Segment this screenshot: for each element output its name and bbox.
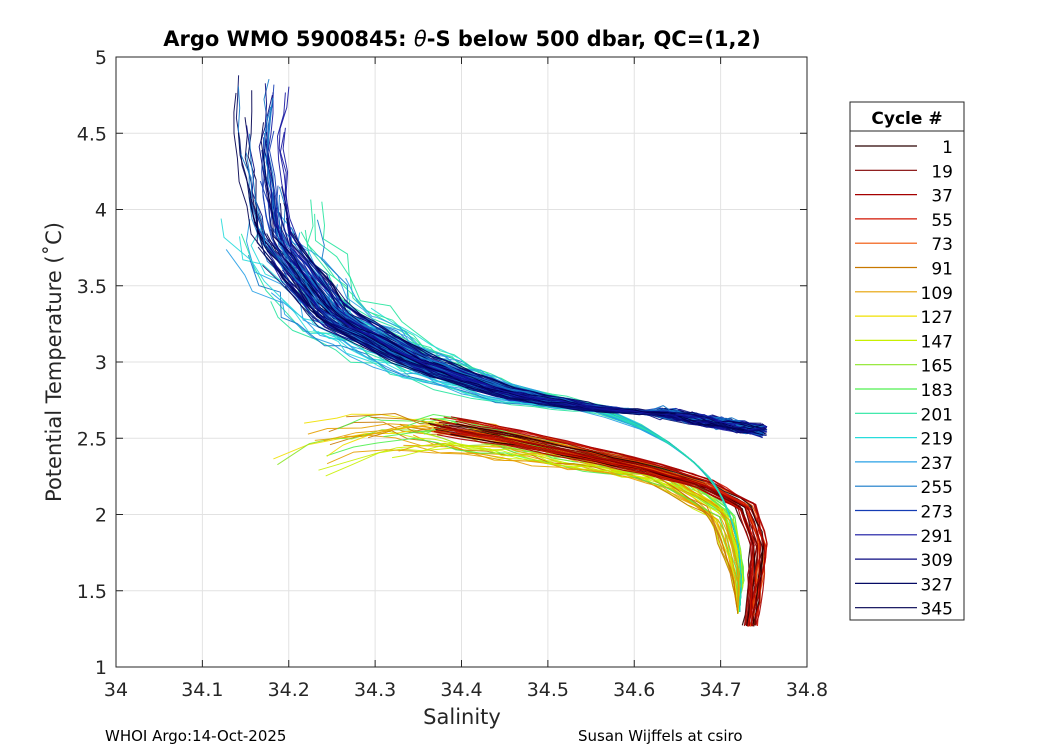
profile-line-early — [455, 420, 766, 626]
profile-line-deep — [250, 198, 765, 434]
legend-label: 327 — [921, 575, 953, 595]
legend-label: 37 — [931, 187, 953, 207]
profile-line-deep — [262, 264, 767, 431]
profile-line-mid — [392, 443, 744, 614]
x-tick-label: 34.5 — [527, 679, 569, 701]
legend-label: 109 — [921, 284, 953, 304]
legend-label: 201 — [921, 405, 953, 425]
y-tick-label: 3 — [95, 352, 107, 374]
chart-title-theta: θ — [414, 27, 427, 51]
legend-label: 273 — [921, 503, 953, 523]
profile-line-deep — [308, 260, 764, 433]
legend-label: 309 — [921, 551, 953, 571]
profile-line-deep — [260, 122, 764, 431]
y-tick-label: 4.5 — [77, 123, 107, 145]
profile-line-early — [445, 427, 762, 627]
axis-ticks: 34 34.1 34.2 34.3 34.4 34.5 34.6 34.7 34.811.522… — [77, 47, 828, 701]
x-tick-label: 34.7 — [699, 679, 741, 701]
legend: Cycle # 1 19 37 55 73 91 109 127 147 165 183 201 219… — [849, 101, 965, 621]
x-tick-label: 34.8 — [786, 679, 828, 701]
legend-title: Cycle # — [871, 109, 942, 129]
legend-label: 219 — [921, 430, 953, 450]
x-tick-label: 34.3 — [354, 679, 396, 701]
y-tick-label: 3.5 — [77, 276, 107, 298]
legend-label: 183 — [921, 381, 953, 401]
legend-label: 91 — [931, 260, 953, 280]
x-tick-label: 34.1 — [181, 679, 223, 701]
y-tick-label: 1 — [95, 657, 107, 679]
profile-line-early — [455, 423, 765, 626]
legend-items: 1 19 37 55 73 91 109 127 147 165 183 201 219 237 255 27… — [855, 138, 953, 620]
footer-right: Susan Wijffels at csiro — [578, 727, 743, 745]
legend-label: 237 — [921, 454, 953, 474]
legend-label: 1 — [942, 138, 953, 158]
profile-line-deep — [273, 241, 768, 434]
chart-title-prefix: Argo WMO 5900845: — [163, 27, 414, 51]
legend-label: 345 — [921, 600, 953, 620]
profile-line-deep — [270, 260, 767, 432]
chart-title: Argo WMO 5900845: θ-S below 500 dbar, QC… — [163, 27, 760, 51]
y-tick-label: 5 — [95, 47, 107, 69]
y-tick-label: 2.5 — [77, 428, 107, 450]
y-tick-label: 2 — [95, 505, 107, 527]
x-tick-label: 34.2 — [268, 679, 310, 701]
profile-line-mid — [326, 449, 739, 614]
y-tick-label: 1.5 — [77, 581, 107, 603]
profile-lines — [220, 75, 768, 627]
legend-label: 147 — [921, 332, 953, 352]
legend-box — [849, 101, 965, 621]
x-tick-label: 34 — [104, 679, 128, 701]
x-tick-label: 34.4 — [440, 679, 482, 701]
y-axis-label: Potential Temperature (˚C) — [42, 222, 66, 502]
profile-line-deep — [267, 245, 768, 431]
legend-label: 291 — [921, 527, 953, 547]
legend-label: 127 — [921, 308, 953, 328]
y-tick-label: 4 — [95, 200, 107, 222]
footer-left: WHOI Argo:14-Oct-2025 — [105, 727, 286, 745]
legend-label: 255 — [921, 478, 953, 498]
legend-label: 55 — [931, 211, 953, 231]
profile-line-deep — [275, 207, 763, 439]
legend-label: 165 — [921, 357, 953, 377]
chart-title-suffix: -S below 500 dbar, QC=(1,2) — [427, 27, 761, 51]
legend-label: 73 — [931, 235, 953, 255]
x-tick-label: 34.6 — [613, 679, 655, 701]
legend-label: 19 — [931, 162, 953, 182]
x-axis-label: Salinity — [423, 705, 501, 729]
